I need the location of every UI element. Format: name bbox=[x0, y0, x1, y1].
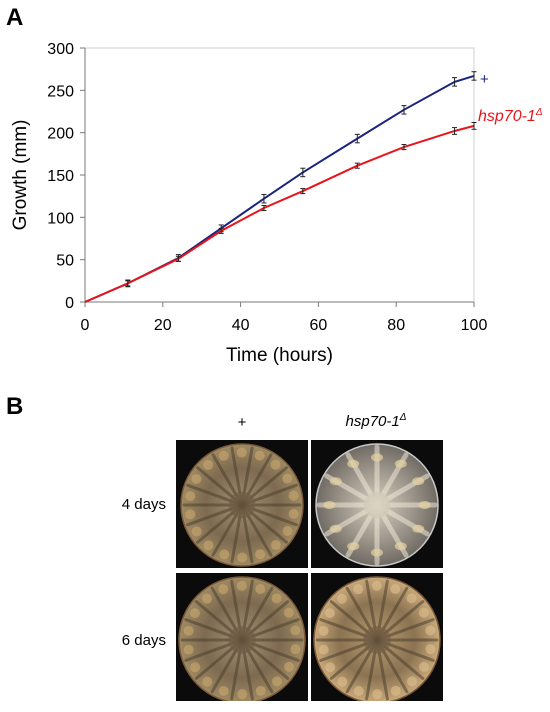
plot-frame bbox=[84, 47, 475, 303]
x-tick-label: 20 bbox=[154, 317, 172, 334]
chart-series-layer: + hsp70-1Δ bbox=[84, 71, 543, 303]
series-wildtype: + bbox=[84, 71, 489, 303]
y-tick-label: 50 bbox=[56, 253, 74, 270]
column-header-mutant-text: hsp70-1 bbox=[345, 413, 400, 430]
panel-b-label: B bbox=[6, 393, 24, 420]
chart-axes: 0 50 100 150 200 250 300 0 20 40 60 80 100 bbox=[47, 41, 487, 334]
y-tick-label: 300 bbox=[47, 41, 74, 58]
y-tick-label: 200 bbox=[47, 126, 74, 143]
y-tick-label: 250 bbox=[47, 83, 74, 100]
panel-a-label: A bbox=[6, 4, 24, 31]
y-tick-label: 100 bbox=[47, 210, 74, 227]
column-header-mutant: hsp70-1Δ bbox=[310, 412, 442, 430]
y-tick-label: 0 bbox=[65, 295, 74, 312]
growth-line-chart: 0 50 100 150 200 250 300 0 20 40 60 80 100 + hsp70-1Δ… bbox=[10, 41, 543, 366]
x-tick-label: 0 bbox=[81, 317, 90, 334]
row-label-6-days: 6 days bbox=[121, 632, 166, 649]
plate-mutant-4-days bbox=[311, 440, 443, 568]
plate-mutant-6-days bbox=[311, 573, 443, 701]
x-tick-label: 100 bbox=[461, 317, 488, 334]
column-header-mutant-suffix: Δ bbox=[399, 412, 407, 423]
plate-wildtype-6-days bbox=[176, 573, 308, 701]
series-line bbox=[84, 74, 475, 303]
series-line bbox=[84, 124, 475, 303]
y-tick-label: 150 bbox=[47, 168, 74, 185]
column-header-wildtype: + bbox=[237, 414, 247, 431]
x-tick-label: 40 bbox=[232, 317, 250, 334]
x-tick-label: 60 bbox=[310, 317, 328, 334]
series-label: + bbox=[480, 71, 489, 88]
series-label: hsp70-1Δ bbox=[478, 107, 543, 125]
series-mutant: hsp70-1Δ bbox=[84, 107, 543, 303]
row-label-4-days: 4 days bbox=[121, 496, 166, 513]
x-tick-label: 80 bbox=[387, 317, 405, 334]
y-axis-label: Growth (mm) bbox=[10, 120, 31, 231]
plate-wildtype-4-days bbox=[176, 440, 308, 568]
x-axis-label: Time (hours) bbox=[226, 345, 333, 366]
